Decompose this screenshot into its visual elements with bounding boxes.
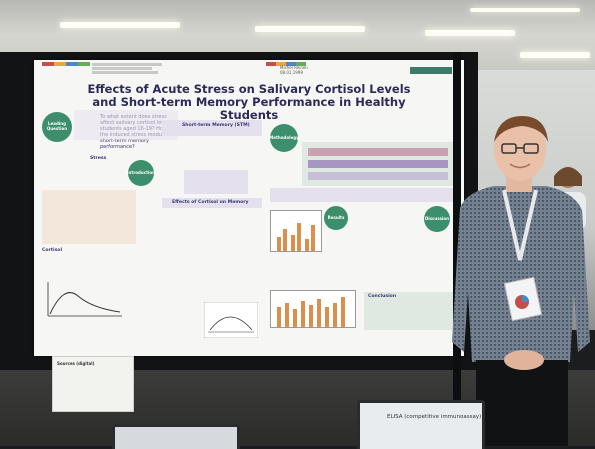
sources-handout: Sources (digital) <box>52 356 134 412</box>
discussion-badge: Discussion <box>424 206 450 232</box>
ceiling-light <box>520 52 590 58</box>
effects-header-box <box>162 198 262 208</box>
ceiling-light <box>470 8 580 12</box>
laptop-right <box>357 400 485 449</box>
methodology-badge: Methodology <box>269 124 299 152</box>
author-id: 08.01.1999 <box>280 70 303 75</box>
institution-logo <box>410 67 452 74</box>
results-badge: Results <box>324 206 348 230</box>
poster-color-stripe <box>266 62 306 66</box>
stress-models-table <box>42 190 136 244</box>
question-box <box>74 110 178 140</box>
ceiling-light <box>60 22 180 28</box>
author-name: Michel Reinen <box>280 65 308 70</box>
stm-header-box <box>162 120 262 136</box>
cortisol-bar-chart <box>270 210 322 252</box>
memory-model-diagram <box>184 170 248 194</box>
cortisol-curve-graph <box>47 282 122 317</box>
memory-graph <box>204 302 258 338</box>
poster-title: Effects of Acute Stress on Salivary Cort… <box>87 82 411 122</box>
stm-heading: Short-term Memory (STM) <box>182 123 250 128</box>
introduction-badge: Introduction <box>127 160 155 186</box>
board-pole <box>453 52 461 446</box>
cortisol-heading: Cortisol <box>42 248 63 253</box>
poster-color-stripe <box>42 62 90 66</box>
leading-question-badge: Leading Question <box>42 112 72 142</box>
methodology-timeline <box>302 142 454 186</box>
ceiling-light <box>255 26 365 32</box>
research-poster: Michel Reinen 08.01.1999 Effects of Acut… <box>34 60 464 356</box>
effects-heading: Effects of Cortisol on Memory <box>172 200 249 205</box>
sources-heading: Sources (digital) <box>57 361 95 366</box>
conclusion-box <box>364 292 454 330</box>
results-header-box <box>270 188 454 202</box>
conclusion-heading: Conclusion <box>368 294 397 299</box>
laptop-left <box>112 424 240 449</box>
laptop-screen-text: ELISA (competitive immunoassay) <box>387 414 482 420</box>
memory-bar-chart <box>270 290 356 328</box>
presenter-person <box>452 116 590 446</box>
stress-heading: Stress <box>90 156 107 161</box>
ceiling-light <box>425 30 515 36</box>
poster-author: Michel Reinen 08.01.1999 <box>280 65 330 75</box>
